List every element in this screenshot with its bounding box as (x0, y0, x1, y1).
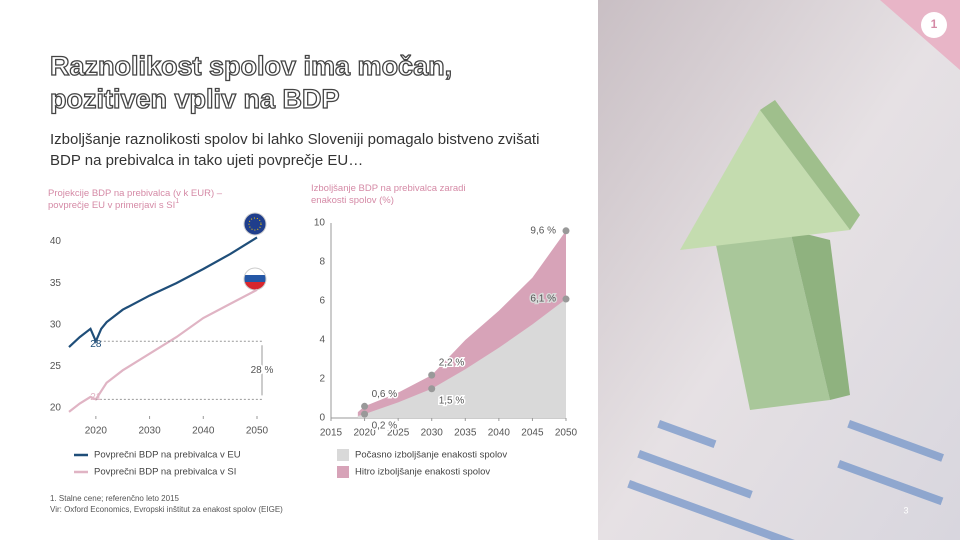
x-tick-label: 2020 (353, 428, 376, 439)
value-label: 9,6 % (530, 225, 556, 236)
x-tick-label: 2025 (387, 428, 410, 439)
point (428, 371, 436, 379)
y-tick-label: 4 (319, 335, 325, 346)
chart-title-line: Izboljšanje BDP na prebivalca zaradi (311, 183, 466, 194)
point (562, 295, 570, 303)
legend-label: Hitro izboljšanje enakosti spolov (355, 467, 490, 478)
x-tick-label: 2050 (555, 428, 578, 439)
title-line: Raznolikost spolov ima močan, (50, 51, 452, 81)
chart-title-line: Projekcije BDP na prebivalca (v k EUR) – (48, 188, 223, 199)
point (361, 402, 369, 410)
y-tick-label: 10 (314, 218, 326, 229)
legend-swatch (337, 466, 349, 478)
flag-si (243, 267, 267, 291)
title-note: 1 (175, 198, 179, 205)
page-number: 3 (903, 505, 908, 515)
y-tick-label: 6 (319, 296, 325, 307)
y-tick-label: 20 (50, 402, 62, 413)
y-tick-label: 0 (319, 413, 325, 424)
x-tick-label: 2015 (320, 428, 343, 439)
x-tick-label: 2040 (488, 428, 511, 439)
annotation: 28 (90, 339, 102, 350)
legend-label: Počasno izboljšanje enakosti spolov (355, 450, 507, 461)
value-label: 0,6 % (372, 389, 398, 400)
chart-title: Izboljšanje BDP na prebivalca zaradi enak… (311, 183, 466, 206)
legend-swatch (337, 449, 349, 461)
footnote: Vir: Oxford Economics, Evropski inštitut… (50, 505, 283, 514)
area (357, 299, 566, 418)
y-tick-label: 35 (50, 278, 62, 289)
y-tick-label: 2 (319, 374, 325, 385)
subtitle-line: Izboljšanje raznolikosti spolov bi lahko… (50, 131, 539, 148)
annotation: 21 (90, 392, 102, 403)
annotation: 28 % (251, 365, 274, 376)
point (361, 410, 369, 418)
chart-title-line: povprečje EU v primerjavi s SI (48, 200, 175, 211)
value-label: 1,5 % (439, 395, 465, 406)
line (68, 236, 258, 348)
point (562, 227, 570, 235)
chart-title-line: enakosti spolov (%) (311, 195, 394, 206)
x-tick-label: 2030 (421, 428, 444, 439)
y-tick-label: 40 (50, 236, 62, 247)
footnote: 1. Stalne cene; referenčno leto 2015 (50, 494, 180, 503)
x-tick-label: 2045 (521, 428, 544, 439)
point (428, 385, 436, 393)
line (68, 288, 258, 413)
value-label: 0,2 % (372, 421, 398, 432)
legend-label: Povprečni BDP na prebivalca v SI (94, 467, 236, 478)
badge: 1 (931, 17, 938, 31)
flag-eu (243, 212, 267, 236)
x-tick-label: 2040 (192, 426, 215, 437)
title-line: pozitiven vpliv na BDP (50, 84, 340, 114)
subtitle-line: BDP na prebivalca in tako ujeti povprečj… (50, 152, 363, 169)
x-tick-label: 2020 (85, 426, 108, 437)
legend-label: Povprečni BDP na prebivalca v EU (94, 450, 241, 461)
photo (598, 0, 960, 540)
y-tick-label: 30 (50, 319, 62, 330)
y-tick-label: 8 (319, 257, 325, 268)
x-tick-label: 2050 (246, 426, 269, 437)
value-label: 2,2 % (439, 358, 465, 369)
chart-title: Projekcije BDP na prebivalca (v k EUR) –… (48, 188, 223, 211)
value-label: 6,1 % (530, 294, 556, 305)
x-tick-label: 2030 (138, 426, 161, 437)
y-tick-label: 25 (50, 361, 62, 372)
x-tick-label: 2035 (454, 428, 477, 439)
